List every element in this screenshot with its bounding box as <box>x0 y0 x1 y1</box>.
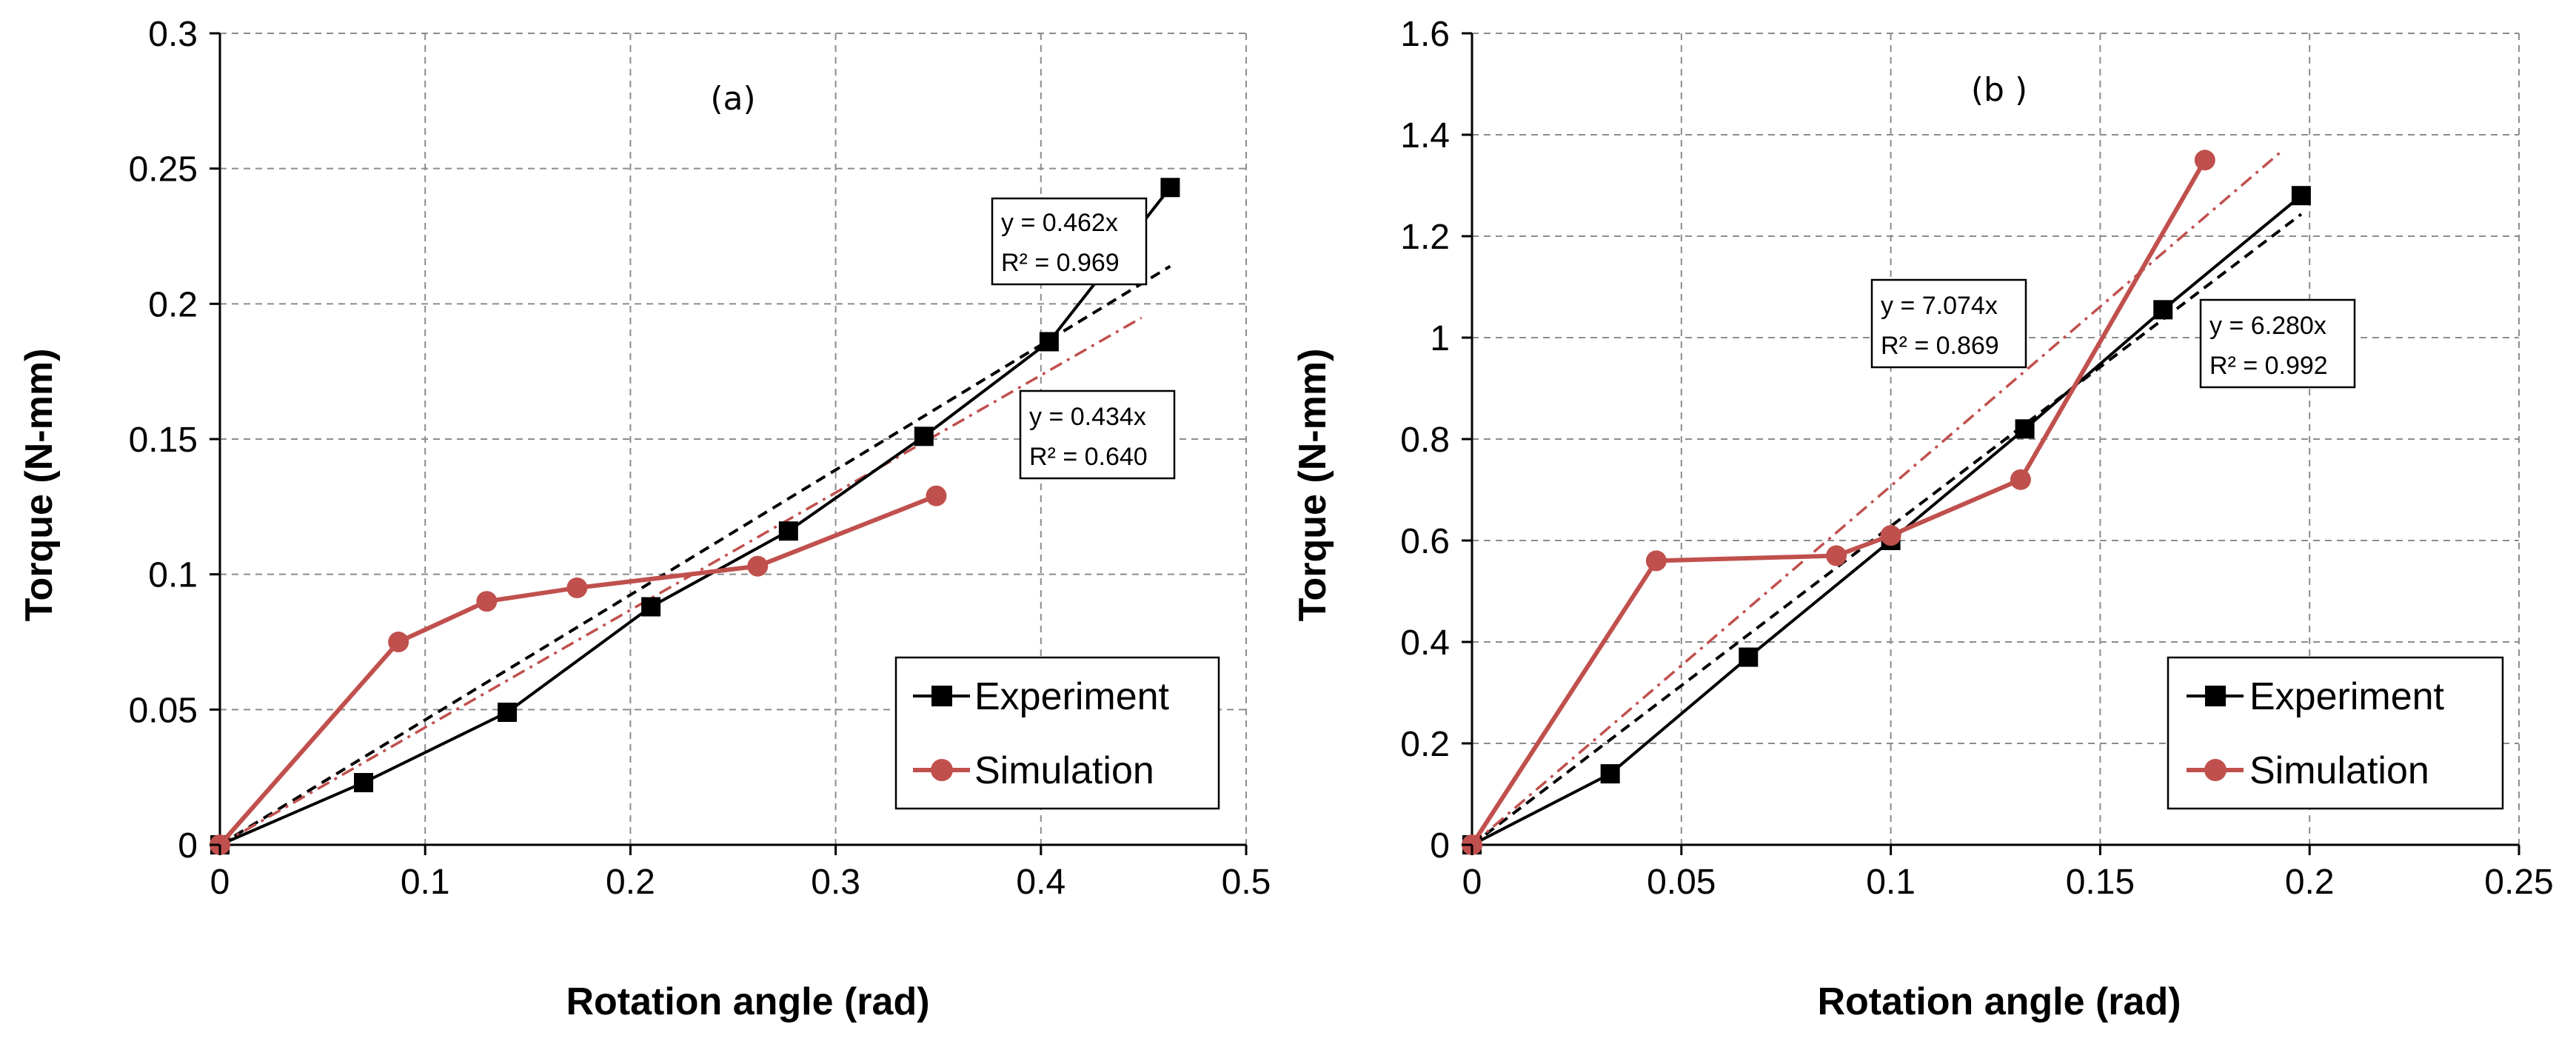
chart-b: 0 0.05 0.1 0.15 0.2 0.25 0 0.2 0.4 0.6 0.8 1 1.2 1.4 1… <box>1291 15 2554 1023</box>
chart-b-experiment-r2: R² = 0.992 <box>2209 352 2328 380</box>
chart-b-x-tick-label-5: 0.25 <box>2484 863 2553 902</box>
chart-b-legend-simulation: Simulation <box>2187 749 2429 792</box>
chart-b-experiment-point-1 <box>1600 764 1620 784</box>
chart-b-simulation-point-2 <box>1826 545 1847 566</box>
chart-a-legend: Experiment Simulation <box>894 656 1220 810</box>
chart-b-y-tick-label-1: 0.2 <box>1400 725 1450 764</box>
chart-b-x-axis-title: Rotation angle (rad) <box>1817 980 2181 1023</box>
chart-b-simulation-trendline <box>1471 151 2281 846</box>
chart-a-y-tick-label-0: 0 <box>178 826 198 866</box>
chart-a-simulation-r2: R² = 0.640 <box>1029 443 1148 471</box>
chart-a-simulation-equation-box: y = 0.434x R² = 0.640 <box>1019 389 1176 480</box>
chart-b-x-tick-label-3: 0.15 <box>2066 863 2135 902</box>
chart-a-simulation-equation: y = 0.434x <box>1029 403 1146 431</box>
chart-b-x-tick-label-1: 0.05 <box>1647 863 1716 902</box>
chart-b-simulation-equation: y = 7.074x <box>1881 292 1998 320</box>
chart-a-simulation-line <box>218 493 937 846</box>
chart-a-simulation-point-3 <box>566 577 588 598</box>
chart-a-trendlines <box>218 264 1171 846</box>
chart-a-experiment-point-2 <box>498 702 518 722</box>
chart-a-ticks: 0 0.1 0.2 0.3 0.4 0.5 0 0.05 0.1 0.15 0.2 0.25 0.3 <box>129 15 1271 902</box>
chart-a-experiment-point-7 <box>1160 178 1180 198</box>
chart-b-simulation-point-1 <box>1645 550 1667 572</box>
chart-a-y-tick-label-1: 0.05 <box>129 691 198 730</box>
chart-a-x-tick-label-4: 0.4 <box>1016 863 1065 902</box>
chart-a-legend-experiment: Experiment <box>913 675 1170 718</box>
chart-a-series <box>210 178 1180 855</box>
chart-a-simulation-point-1 <box>388 632 409 652</box>
chart-b-legend-experiment-label: Experiment <box>2249 675 2445 718</box>
chart-a-y-tick-label-2: 0.1 <box>148 556 198 595</box>
chart-b-experiment-equation-box: y = 6.280x R² = 0.992 <box>2199 298 2356 389</box>
chart-a-legend-simulation-label: Simulation <box>974 749 1154 792</box>
chart-b-simulation-point-5 <box>2194 150 2215 171</box>
chart-a-experiment-equation-box: y = 0.462x R² = 0.969 <box>991 197 1148 286</box>
chart-b-x-tick-label-0: 0 <box>1462 863 1482 902</box>
chart-a: 0 0.1 0.2 0.3 0.4 0.5 0 0.05 0.1 0.15 0.2 0.25 0.3 (… <box>18 15 1271 1023</box>
chart-a-x-tick-label-5: 0.5 <box>1222 863 1271 902</box>
chart-b-y-tick-label-8: 1.6 <box>1400 15 1450 54</box>
chart-b-ticks: 0 0.05 0.1 0.15 0.2 0.25 0 0.2 0.4 0.6 0.8 1 1.2 1.4 1… <box>1400 15 2553 902</box>
chart-b-y-tick-label-2: 0.4 <box>1400 623 1450 663</box>
chart-a-simulation-point-4 <box>747 555 769 577</box>
chart-a-grid <box>220 33 1247 845</box>
chart-a-x-tick-label-1: 0.1 <box>401 863 450 902</box>
chart-a-simulation-trendline <box>219 316 1143 846</box>
chart-a-simulation-point-5 <box>926 485 947 506</box>
chart-a-y-tick-label-3: 0.15 <box>129 421 198 460</box>
chart-b-legend-simulation-label: Simulation <box>2249 749 2429 792</box>
chart-b-legend: Experiment Simulation <box>2167 656 2504 810</box>
chart-b-y-tick-label-7: 1.4 <box>1400 116 1450 155</box>
chart-b-experiment-point-2 <box>1739 647 1759 667</box>
chart-a-x-axis-title: Rotation angle (rad) <box>566 980 929 1023</box>
chart-a-experiment-point-1 <box>354 772 374 792</box>
chart-b-experiment-point-5 <box>2153 300 2173 320</box>
chart-b-x-tick-label-4: 0.2 <box>2285 863 2335 902</box>
chart-b-series <box>1462 150 2311 855</box>
chart-a-experiment-trendline <box>218 264 1171 846</box>
chart-b-simulation-r2: R² = 0.869 <box>1881 332 1999 360</box>
chart-b-experiment-point-4 <box>2015 419 2035 439</box>
chart-a-y-tick-label-4: 0.2 <box>148 285 198 324</box>
chart-b-experiment-point-6 <box>2291 186 2311 206</box>
chart-b-y-tick-label-6: 1.2 <box>1400 218 1450 257</box>
chart-a-legend-experiment-label: Experiment <box>974 675 1170 718</box>
chart-b-legend-experiment: Experiment <box>2187 675 2445 718</box>
chart-b-y-tick-label-0: 0 <box>1430 826 1450 866</box>
chart-a-x-tick-label-2: 0.2 <box>606 863 655 902</box>
chart-a-experiment-equation: y = 0.462x <box>1001 209 1118 237</box>
chart-a-panel-label: (a) <box>710 80 755 118</box>
chart-a-y-tick-label-5: 0.25 <box>129 150 198 190</box>
chart-a-experiment-point-5 <box>914 426 934 446</box>
chart-a-y-axis-title: Torque (N-mm) <box>18 349 61 622</box>
chart-a-experiment-point-3 <box>641 597 661 617</box>
chart-a-y-tick-label-6: 0.3 <box>148 15 198 54</box>
chart-b-simulation-point-4 <box>2010 469 2031 490</box>
chart-b-experiment-equation: y = 6.280x <box>2209 312 2326 340</box>
chart-b-panel-label: (b ) <box>1971 71 2027 109</box>
chart-a-x-tick-label-0: 0 <box>210 863 230 902</box>
chart-b-y-tick-label-4: 0.8 <box>1400 421 1450 460</box>
chart-b-y-tick-label-5: 1 <box>1430 319 1450 358</box>
chart-b-simulation-equation-box: y = 7.074x R² = 0.869 <box>1870 278 2027 369</box>
chart-a-experiment-point-4 <box>778 521 798 541</box>
chart-a-legend-simulation: Simulation <box>913 749 1154 792</box>
chart-b-simulation-line <box>1470 158 2207 846</box>
chart-b-y-tick-label-3: 0.6 <box>1400 522 1450 561</box>
chart-a-simulation-point-2 <box>476 591 498 612</box>
chart-a-x-tick-label-3: 0.3 <box>811 863 860 902</box>
chart-a-experiment-r2: R² = 0.969 <box>1001 249 1120 277</box>
chart-b-simulation-point-3 <box>1880 525 1901 546</box>
chart-b-x-tick-label-2: 0.1 <box>1866 863 1916 902</box>
chart-a-experiment-point-6 <box>1039 332 1059 352</box>
chart-b-y-axis-title: Torque (N-mm) <box>1291 349 1334 622</box>
